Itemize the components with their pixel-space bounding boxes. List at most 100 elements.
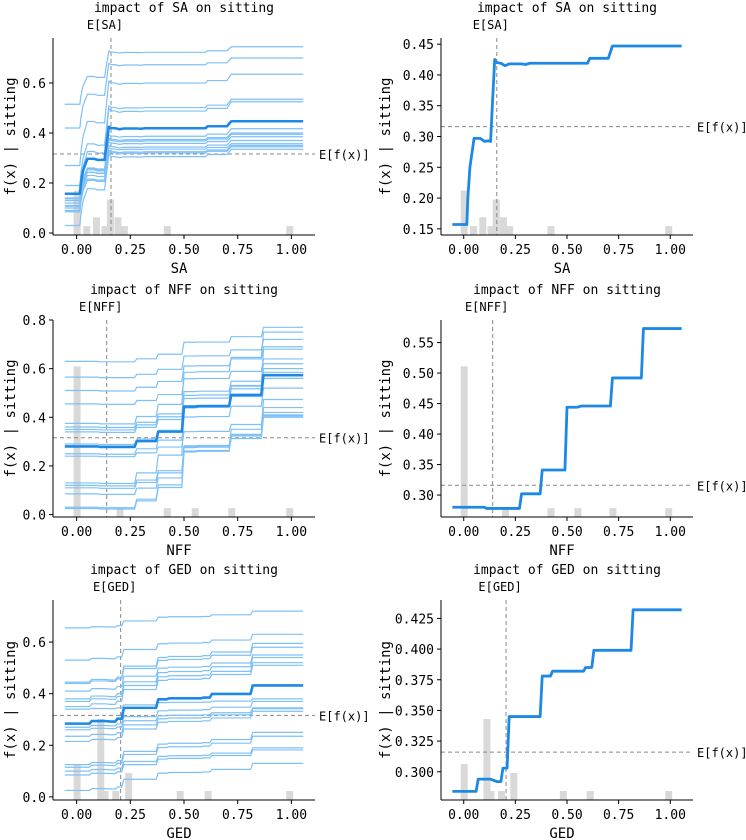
ice-line	[64, 735, 304, 768]
ice-line	[64, 326, 304, 363]
mean-dependence-line	[64, 684, 304, 725]
y-tick-label: 0.4	[23, 127, 47, 142]
histogram-bar	[510, 773, 518, 800]
x-tick-label: 0.00	[61, 808, 92, 823]
histogram-bar	[83, 226, 91, 235]
histogram-bar	[191, 508, 199, 517]
chart-title: impact of SA on sitting	[477, 1, 657, 16]
histogram-bar	[479, 217, 487, 235]
histogram-bar	[502, 508, 510, 517]
y-tick-label: 0.6	[23, 363, 46, 378]
y-axis-label: f(x) | sitting	[378, 359, 394, 477]
histogram-bar	[547, 226, 555, 235]
y-tick-label: 0.45	[403, 38, 434, 53]
histogram-bar	[73, 366, 81, 517]
y-axis-label: f(x) | sitting	[378, 77, 394, 195]
mean-dependence-line	[452, 608, 682, 793]
x-tick-label: 0.50	[168, 243, 199, 258]
panel-ged-pdp: 0.00 0.25 0.50 0.75 1.00 0.300 0.325 0.350 0.375…	[378, 563, 746, 840]
ice-line	[64, 338, 304, 379]
panel-sa-ice: 0.00 0.25 0.50 0.75 1.00 0.0 0.2 0.4 0.6 impact o…	[3, 1, 370, 277]
x-axis-label: SA	[171, 261, 188, 277]
expected-value-label: E[f(x)]	[319, 432, 370, 446]
x-tick-label: 0.75	[222, 808, 253, 823]
chart-title: impact of NFF on sitting	[90, 283, 278, 298]
histogram-bar	[204, 791, 212, 800]
ice-line	[64, 98, 304, 187]
expected-value-label: E[f(x)]	[319, 709, 370, 723]
panel-nff-ice: 0.00 0.25 0.50 0.75 1.00 0.0 0.2 0.4 0.6 0.8 impac…	[3, 283, 370, 559]
x-tick-label: 1.00	[276, 243, 307, 258]
x-tick-label: 1.00	[655, 808, 686, 823]
histogram-bar	[101, 226, 109, 235]
y-tick-label: 0.0	[23, 509, 46, 524]
chart-title: impact of GED on sitting	[473, 563, 661, 578]
histogram-bar	[106, 199, 114, 235]
feature-mean-label: E[NFF]	[79, 300, 122, 314]
ice-line	[64, 144, 304, 212]
ice-line	[64, 707, 304, 731]
y-tick-label: 0.30	[403, 131, 434, 146]
y-tick-label: 0.20	[403, 192, 434, 207]
x-axis-label: NFF	[549, 543, 574, 559]
ice-line	[64, 128, 304, 207]
histogram-bar	[574, 508, 582, 517]
histogram-bar	[114, 217, 122, 235]
ice-line	[64, 700, 304, 728]
histogram-bar	[492, 199, 500, 235]
histogram-bar	[73, 764, 81, 800]
histogram-bar	[286, 226, 294, 235]
histogram-bar	[559, 791, 567, 800]
y-tick-label: 0.15	[403, 223, 434, 238]
histogram-bar	[73, 190, 81, 235]
histogram-bar	[460, 764, 468, 800]
x-axis-label: GED	[166, 826, 191, 840]
histogram-bar	[97, 719, 105, 800]
y-tick-label: 0.45	[403, 398, 434, 413]
expected-value-label: E[f(x)]	[697, 746, 746, 760]
histogram-bar	[286, 791, 294, 800]
ice-line	[64, 656, 304, 700]
ice-line	[64, 148, 304, 227]
mean-dependence-line	[64, 119, 304, 196]
chart-title: impact of NFF on sitting	[473, 283, 661, 298]
ice-line	[64, 731, 304, 766]
histogram-bar	[92, 217, 100, 235]
histogram-bar	[125, 773, 133, 800]
histogram-bar	[586, 791, 594, 800]
mean-dependence-line	[452, 327, 682, 510]
y-tick-label: 0.40	[403, 428, 434, 443]
ice-line	[64, 662, 304, 703]
x-tick-label: 0.75	[222, 243, 253, 258]
y-axis-label: f(x) | sitting	[378, 641, 394, 759]
x-tick-label: 1.00	[655, 525, 686, 540]
histogram-bar	[286, 508, 294, 517]
y-tick-label: 0.6	[23, 636, 46, 651]
x-tick-label: 0.25	[500, 525, 531, 540]
histogram-bar	[487, 226, 495, 235]
x-tick-label: 0.25	[500, 243, 531, 258]
histogram-bar	[470, 226, 478, 235]
chart-title: impact of SA on sitting	[94, 1, 274, 16]
panel-ged-ice: 0.00 0.25 0.50 0.75 1.00 0.0 0.2 0.4 0.6 impact o…	[3, 563, 370, 840]
histogram-bar	[176, 791, 184, 800]
ice-line	[64, 664, 304, 708]
x-tick-label: 0.00	[61, 525, 92, 540]
x-axis-label: GED	[549, 826, 574, 840]
x-tick-label: 0.50	[551, 243, 582, 258]
y-tick-label: 0.35	[403, 100, 434, 115]
chart-title: impact of GED on sitting	[90, 563, 278, 578]
histogram-bar	[497, 791, 505, 800]
x-tick-label: 0.00	[448, 243, 479, 258]
x-tick-label: 0.00	[448, 808, 479, 823]
histogram-bar	[506, 226, 514, 235]
ice-line	[64, 654, 304, 692]
x-axis-label: NFF	[166, 543, 191, 559]
y-tick-label: 0.300	[395, 766, 434, 781]
y-tick-label: 0.50	[403, 367, 434, 382]
x-tick-label: 0.25	[115, 243, 146, 258]
y-tick-label: 0.2	[23, 177, 46, 192]
y-tick-label: 0.350	[395, 704, 434, 719]
histogram-bar	[460, 190, 468, 235]
x-tick-label: 0.50	[551, 525, 582, 540]
